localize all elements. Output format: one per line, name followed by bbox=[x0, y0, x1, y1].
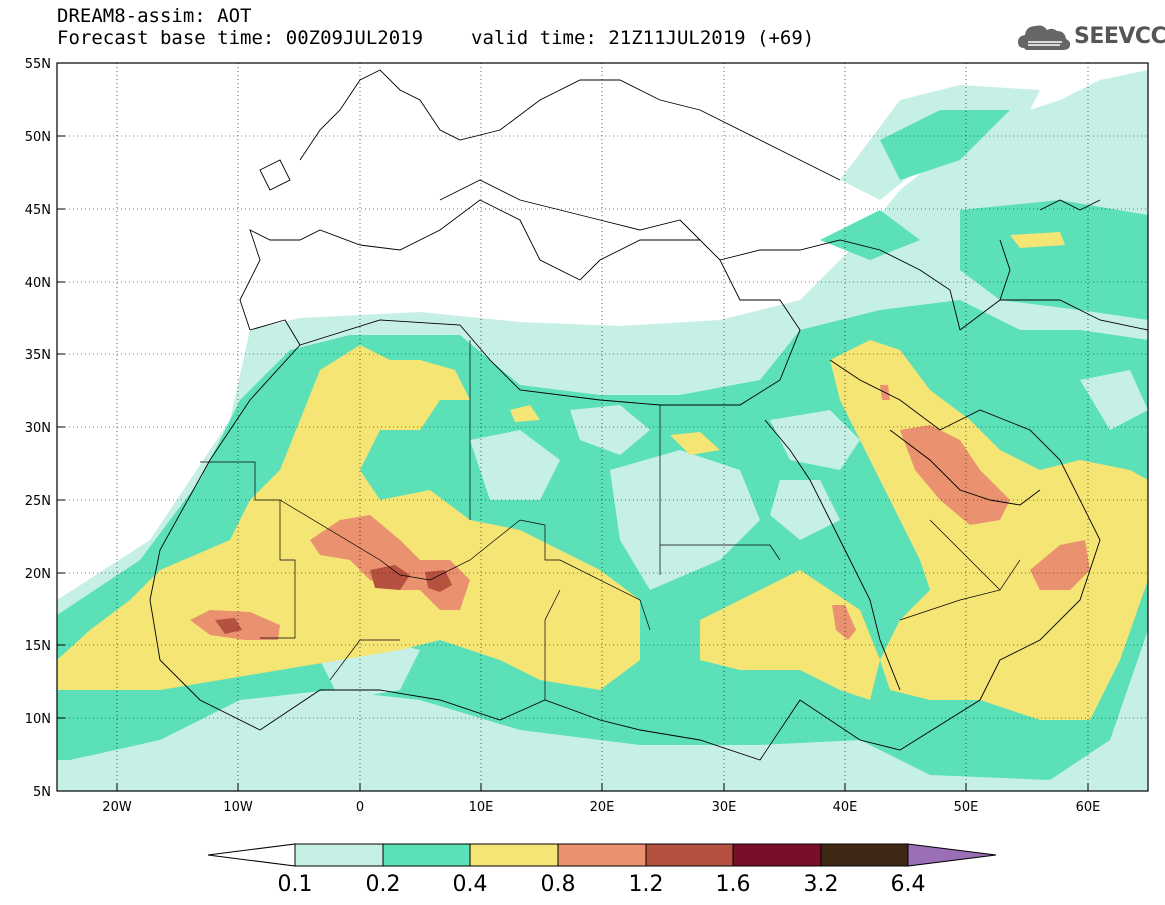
lat-label: 35N bbox=[25, 348, 51, 363]
colorbar-bin bbox=[557, 843, 647, 867]
lat-label: 50N bbox=[25, 130, 51, 145]
colorbar-label: 0.8 bbox=[540, 872, 576, 897]
map-title: DREAM8-assim: AOT bbox=[57, 5, 252, 27]
colorbar-bin bbox=[820, 843, 909, 867]
colorbar-label: 0.2 bbox=[365, 872, 401, 897]
lon-label: 10W bbox=[223, 800, 253, 815]
colorbar-label: 1.2 bbox=[628, 872, 664, 897]
colorbar-label: 3.2 bbox=[803, 872, 839, 897]
colorbar-label: 1.6 bbox=[715, 872, 751, 897]
lat-label: 55N bbox=[25, 57, 51, 72]
lat-label: 40N bbox=[25, 276, 51, 291]
colorbar-bin bbox=[732, 843, 822, 867]
lat-label: 15N bbox=[25, 639, 51, 654]
lon-label: 10E bbox=[469, 800, 494, 815]
colorbar-bin bbox=[469, 843, 559, 867]
forecast-time-line: Forecast base time: 00Z09JUL2019 valid ti… bbox=[57, 28, 814, 48]
lon-label: 20W bbox=[102, 800, 132, 815]
lon-label: 20E bbox=[590, 800, 615, 815]
aot-field bbox=[57, 70, 1148, 791]
colorbar-label: 0.1 bbox=[277, 872, 313, 897]
lon-label: 0 bbox=[356, 800, 364, 815]
tick-marks bbox=[57, 62, 1089, 792]
colorbar-bin bbox=[645, 843, 734, 867]
lon-labels: 20W 10W 0 10E 20E 30E 40E 50E 60E bbox=[102, 800, 1100, 815]
lat-label: 25N bbox=[25, 494, 51, 509]
graticule bbox=[57, 63, 1148, 791]
lat-label: 10N bbox=[25, 712, 51, 727]
lon-label: 50E bbox=[954, 800, 979, 815]
colorbar-bin bbox=[382, 843, 471, 867]
cloud-icon bbox=[1018, 25, 1071, 50]
coastlines bbox=[149, 69, 1148, 761]
lon-label: 60E bbox=[1076, 800, 1101, 815]
seevccc-logo: SEEVCCC bbox=[1016, 18, 1165, 56]
aot-level-1.2 bbox=[215, 565, 452, 634]
lat-label: 45N bbox=[25, 203, 51, 218]
lon-label: 30E bbox=[712, 800, 737, 815]
colorbar-label: 0.4 bbox=[452, 872, 488, 897]
valid-time: valid time: 21Z11JUL2019 (+69) bbox=[471, 27, 815, 49]
logo-text: SEEVCCC bbox=[1074, 24, 1165, 49]
aot-level-0.1-holes bbox=[320, 370, 1148, 700]
lat-label: 30N bbox=[25, 421, 51, 436]
colorbar bbox=[207, 843, 997, 867]
lat-label: 5N bbox=[33, 785, 51, 800]
colorbar-max-arrow bbox=[907, 843, 997, 867]
base-time: Forecast base time: 00Z09JUL2019 bbox=[57, 27, 424, 49]
lon-label: 40E bbox=[833, 800, 858, 815]
colorbar-label: 6.4 bbox=[890, 872, 926, 897]
colorbar-bin bbox=[294, 843, 384, 867]
colorbar-min-arrow bbox=[207, 843, 296, 867]
lat-label: 20N bbox=[25, 567, 51, 582]
lat-labels: 55N 50N 45N 40N 35N 30N 25N 20N 15N 10N … bbox=[25, 57, 51, 800]
